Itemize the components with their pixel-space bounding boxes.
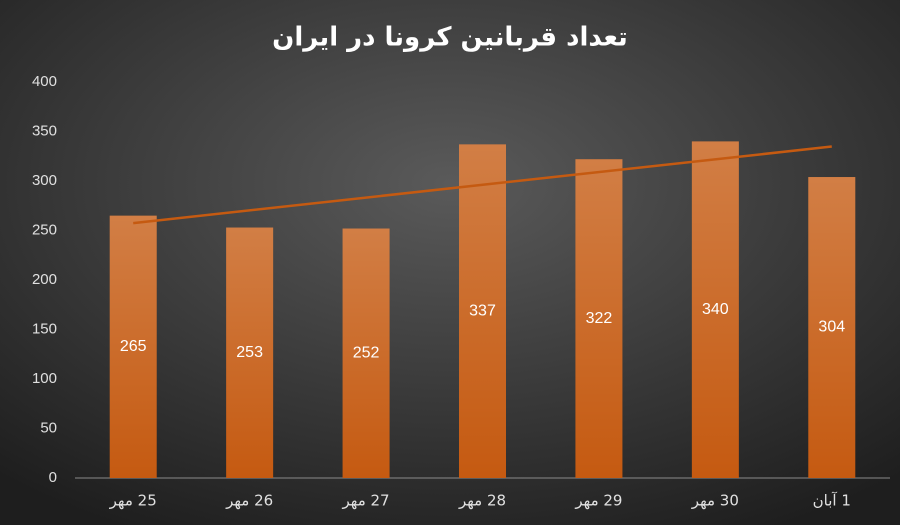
y-tick-label: 250	[32, 221, 57, 238]
x-tick-label: 29 مهر	[574, 492, 622, 510]
data-label: 340	[702, 301, 729, 318]
data-label: 322	[586, 310, 613, 327]
data-label: 304	[818, 319, 845, 336]
y-tick-label: 300	[32, 172, 57, 189]
x-tick-label: 26 مهر	[225, 492, 273, 510]
bar-shade	[808, 177, 856, 479]
y-tick-label: 150	[32, 320, 57, 337]
y-tick-label: 50	[40, 419, 57, 436]
bar-shade	[459, 144, 506, 478]
x-tick-label: 1 آبان	[813, 492, 851, 510]
data-label: 253	[236, 344, 263, 361]
data-label: 265	[120, 338, 147, 355]
bar-shade	[342, 228, 390, 478]
chart-title: تعداد قربانین کرونا در ایران	[272, 23, 628, 53]
bar-shade	[575, 159, 623, 478]
y-tick-label: 200	[32, 271, 57, 288]
trendline	[133, 145, 832, 225]
bar-shade	[109, 215, 157, 478]
y-tick-label: 0	[49, 469, 57, 486]
x-tick-label: 25 مهر	[109, 492, 157, 510]
y-tick-label: 350	[32, 122, 57, 139]
y-tick-label: 400	[32, 73, 57, 90]
bar-shade	[691, 141, 739, 478]
x-tick-label: 28 مهر	[458, 492, 506, 510]
data-label: 337	[469, 302, 496, 319]
x-tick-label: 30 مهر	[691, 492, 739, 510]
y-tick-label: 100	[32, 370, 57, 387]
x-tick-label: 27 مهر	[342, 492, 390, 510]
data-label: 252	[353, 344, 380, 361]
bar-shade	[226, 227, 274, 478]
